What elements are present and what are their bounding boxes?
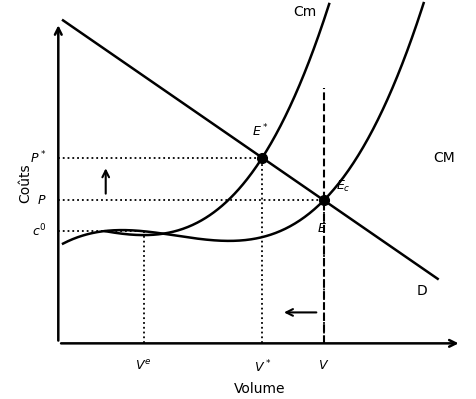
Text: $E$: $E$: [316, 221, 326, 235]
Text: Volume: Volume: [234, 382, 285, 396]
Text: CM: CM: [432, 151, 454, 165]
Text: $P$: $P$: [37, 194, 46, 207]
Text: Cm: Cm: [292, 4, 316, 19]
Text: $V$: $V$: [317, 359, 329, 372]
Text: Coûts: Coûts: [18, 163, 32, 203]
Text: $V^e$: $V^e$: [135, 359, 151, 373]
Text: $E^*$: $E^*$: [251, 122, 268, 139]
Text: $V^*$: $V^*$: [253, 359, 270, 375]
Text: D: D: [416, 284, 426, 298]
Text: $P^*$: $P^*$: [30, 150, 46, 166]
Text: $E_c$: $E_c$: [335, 179, 349, 194]
Text: $c^0$: $c^0$: [32, 223, 46, 239]
